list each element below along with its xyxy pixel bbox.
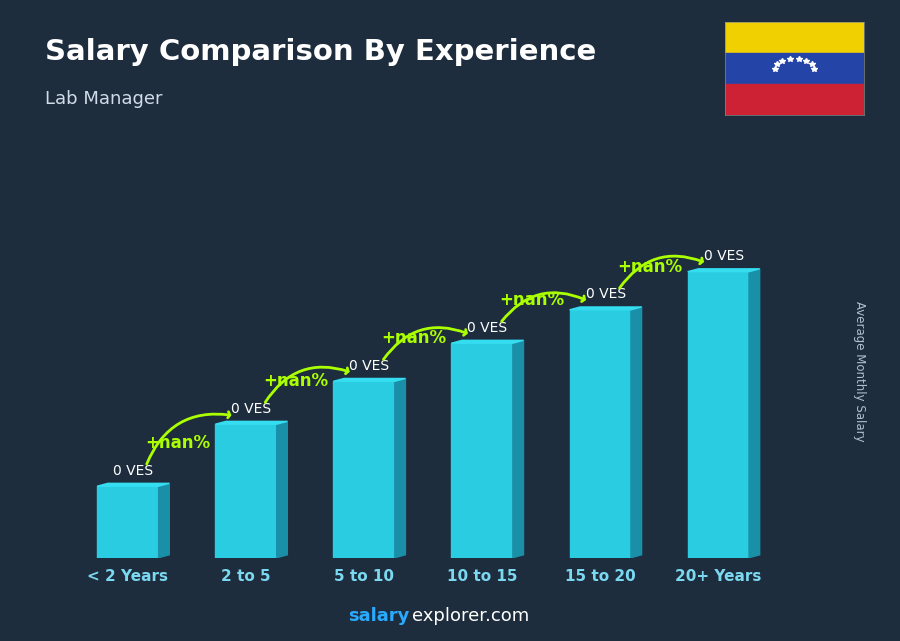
Text: Lab Manager: Lab Manager [45,90,163,108]
Text: 0 VES: 0 VES [704,249,743,263]
Bar [724,53,864,85]
Bar [215,424,276,558]
Polygon shape [97,483,169,486]
Polygon shape [215,421,287,424]
Bar [688,272,749,558]
Text: 0 VES: 0 VES [231,402,272,415]
Text: +nan%: +nan% [145,435,210,453]
Text: Average Monthly Salary: Average Monthly Salary [853,301,866,442]
Polygon shape [452,340,524,343]
Polygon shape [749,269,760,558]
Bar [724,22,864,53]
Text: salary: salary [348,607,410,625]
Polygon shape [276,421,287,558]
Text: +nan%: +nan% [500,292,564,310]
Polygon shape [333,378,405,381]
Bar [97,486,158,558]
Bar [724,85,864,115]
Polygon shape [395,378,405,558]
Text: +nan%: +nan% [381,329,446,347]
Text: 0 VES: 0 VES [349,359,390,372]
Text: +nan%: +nan% [617,258,682,276]
Polygon shape [570,307,642,310]
Polygon shape [631,307,642,558]
Bar [570,310,631,558]
Text: explorer.com: explorer.com [412,607,529,625]
Text: Salary Comparison By Experience: Salary Comparison By Experience [45,38,596,67]
Bar [333,381,395,558]
Text: +nan%: +nan% [263,372,328,390]
Bar [452,343,513,558]
Polygon shape [513,340,524,558]
Text: 0 VES: 0 VES [467,320,508,335]
Text: 0 VES: 0 VES [586,287,625,301]
Polygon shape [688,269,760,272]
Polygon shape [158,483,169,558]
Text: 0 VES: 0 VES [113,463,153,478]
